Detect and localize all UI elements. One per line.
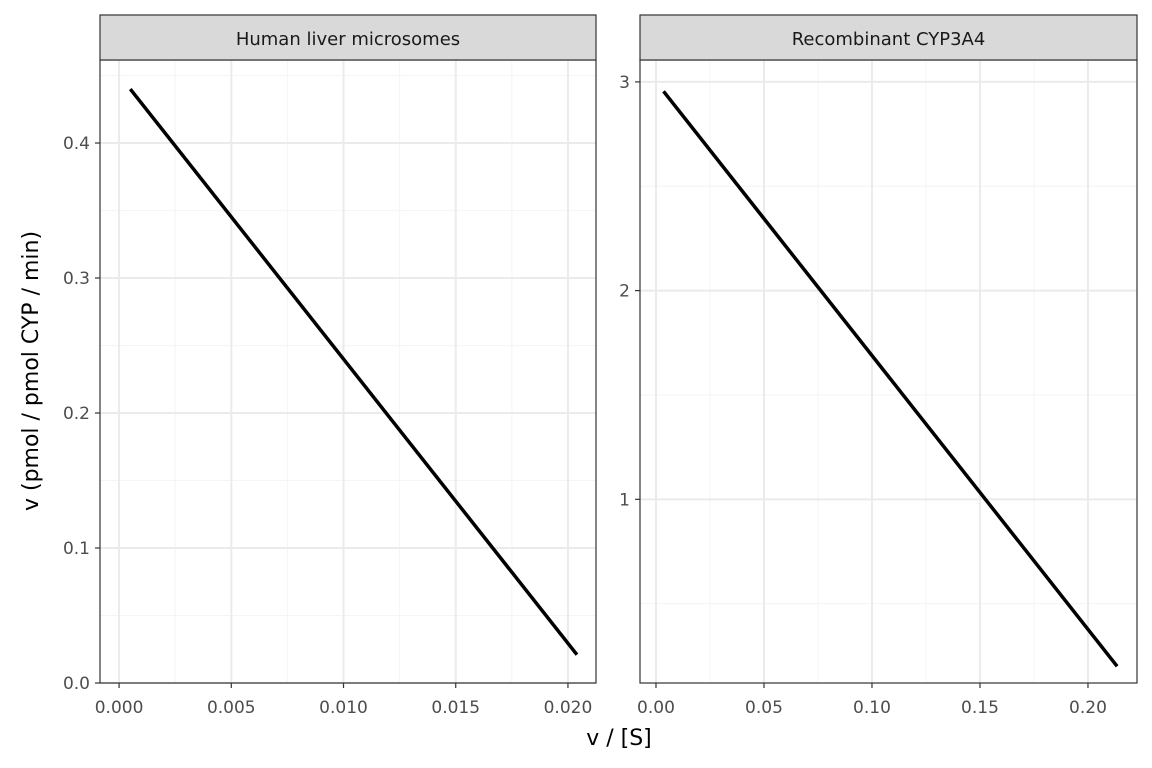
y-axis-title: v (pmol / pmol CYP / min) bbox=[19, 231, 44, 511]
y-tick-label: 1 bbox=[619, 490, 630, 510]
y-tick-label: 0.3 bbox=[63, 269, 90, 289]
facet-strip-label: Human liver microsomes bbox=[236, 29, 460, 50]
y-tick-label: 2 bbox=[619, 282, 630, 302]
x-tick-label: 0.010 bbox=[319, 698, 368, 718]
x-tick-label: 0.00 bbox=[637, 698, 675, 718]
chart-panels: Human liver microsomes 0.000 0.005 0.010 0.0… bbox=[63, 14, 1138, 718]
y-tick-label: 0.2 bbox=[63, 404, 90, 424]
series-line-1 bbox=[128, 87, 579, 656]
series-line-1 bbox=[662, 90, 1119, 668]
x-tick-label: 0.020 bbox=[544, 698, 593, 718]
x-axis-title: v / [S] bbox=[586, 726, 652, 751]
y-tick-label: 0.1 bbox=[63, 539, 90, 559]
y-tick-label: 0.0 bbox=[63, 674, 90, 694]
x-tick-label: 0.20 bbox=[1069, 698, 1107, 718]
y-tick-label: 0.4 bbox=[63, 134, 90, 154]
x-tick-label: 0.015 bbox=[431, 698, 480, 718]
facet-strip-label: Recombinant CYP3A4 bbox=[792, 29, 986, 50]
y-tick-label: 3 bbox=[619, 73, 630, 93]
facet-panel-1: Human liver microsomes 0.000 0.005 0.010 0.0… bbox=[63, 14, 597, 718]
facet-strip bbox=[639, 14, 1138, 61]
x-tick-label: 0.05 bbox=[745, 698, 783, 718]
facet-strip bbox=[99, 14, 597, 61]
x-tick-label: 0.000 bbox=[95, 698, 144, 718]
panel-background bbox=[100, 60, 596, 683]
x-tick-label: 0.15 bbox=[961, 698, 999, 718]
facet-panel-2: Recombinant CYP3A4 0.00 0.05 0.10 0.15 0.20 1 2… bbox=[619, 14, 1138, 718]
x-tick-label: 0.005 bbox=[207, 698, 256, 718]
x-tick-label: 0.10 bbox=[853, 698, 891, 718]
